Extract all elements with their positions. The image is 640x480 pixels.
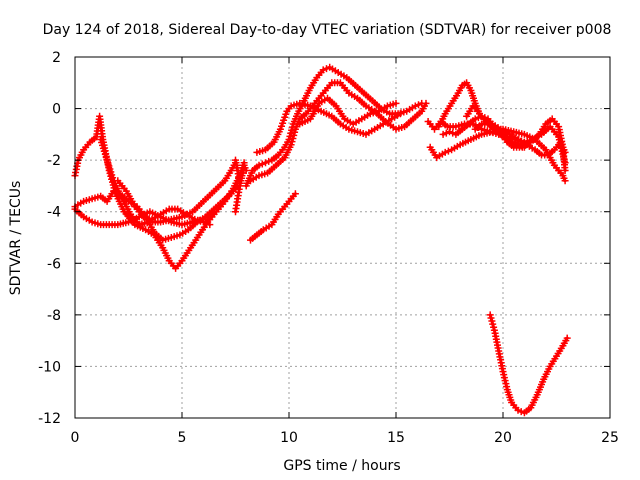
- data-point: [563, 334, 571, 342]
- y-tick-label: 0: [52, 102, 61, 118]
- series-s18: [463, 102, 528, 151]
- data-point: [561, 167, 569, 174]
- data-point: [199, 218, 207, 226]
- x-axis-label: GPS time / hours: [283, 458, 400, 474]
- data-point: [319, 66, 327, 74]
- data-point: [288, 123, 296, 131]
- y-tick-label: -6: [47, 256, 61, 272]
- series-s1: [71, 112, 248, 272]
- data-point: [517, 142, 525, 150]
- data-point: [206, 221, 214, 229]
- x-tick-label: 0: [71, 430, 80, 446]
- data-point: [520, 143, 528, 151]
- data-point: [392, 99, 400, 107]
- data-point: [255, 161, 263, 169]
- series-layer: [71, 63, 571, 417]
- data-point: [486, 311, 494, 319]
- series-s10: [253, 99, 404, 156]
- data-point: [203, 219, 211, 227]
- data-point: [291, 190, 299, 198]
- data-point: [396, 110, 404, 118]
- data-point: [511, 139, 519, 147]
- data-point: [288, 126, 296, 134]
- data-point: [489, 320, 497, 328]
- series-s11: [296, 94, 400, 128]
- data-point: [286, 132, 294, 140]
- y-tick-label: 2: [52, 50, 61, 66]
- data-point: [514, 141, 522, 149]
- series-s8: [247, 79, 430, 185]
- series-s4: [97, 136, 242, 244]
- data-point: [415, 101, 422, 109]
- x-tick-label: 5: [178, 430, 187, 446]
- y-tick-label: -8: [47, 308, 61, 324]
- y-tick-label: -10: [38, 359, 61, 375]
- data-point: [441, 148, 449, 156]
- data-point: [446, 128, 453, 136]
- data-point: [285, 136, 293, 143]
- y-tick-label: -2: [47, 153, 61, 169]
- data-point: [474, 114, 482, 122]
- data-point: [262, 159, 269, 167]
- data-point: [323, 65, 330, 73]
- chart-title: Day 124 of 2018, Sidereal Day-to-day VTE…: [43, 22, 612, 38]
- data-point: [258, 160, 266, 168]
- x-tick-label: 25: [601, 430, 619, 446]
- series-s5: [114, 177, 214, 229]
- x-tick-label: 10: [280, 430, 298, 446]
- data-point: [508, 138, 516, 146]
- data-point: [240, 164, 248, 172]
- data-point: [471, 115, 479, 123]
- plot-frame: [74, 56, 611, 419]
- data-point: [418, 99, 426, 107]
- data-point: [514, 406, 522, 414]
- data-point: [488, 317, 496, 325]
- x-tick-label: 20: [494, 430, 512, 446]
- y-tick-label: -12: [38, 411, 61, 427]
- ticks: 0 5 10 15 20 25 -12 -10 -8 -6 -4 -2 0 2: [38, 50, 619, 446]
- series-s7: [232, 164, 248, 216]
- x-tick-label: 15: [387, 430, 405, 446]
- y-axis-label: SDTVAR / TECUs: [8, 181, 24, 296]
- data-point: [265, 157, 273, 165]
- series-line: [244, 65, 424, 188]
- data-point: [490, 323, 498, 331]
- series-s12: [247, 190, 299, 244]
- data-point: [411, 102, 419, 110]
- data-point: [287, 129, 295, 137]
- data-point: [439, 130, 447, 138]
- y-tick-label: -4: [47, 205, 61, 221]
- data-point: [561, 177, 569, 185]
- data-point: [444, 147, 452, 155]
- data-point: [442, 129, 450, 137]
- series-s19: [486, 311, 571, 417]
